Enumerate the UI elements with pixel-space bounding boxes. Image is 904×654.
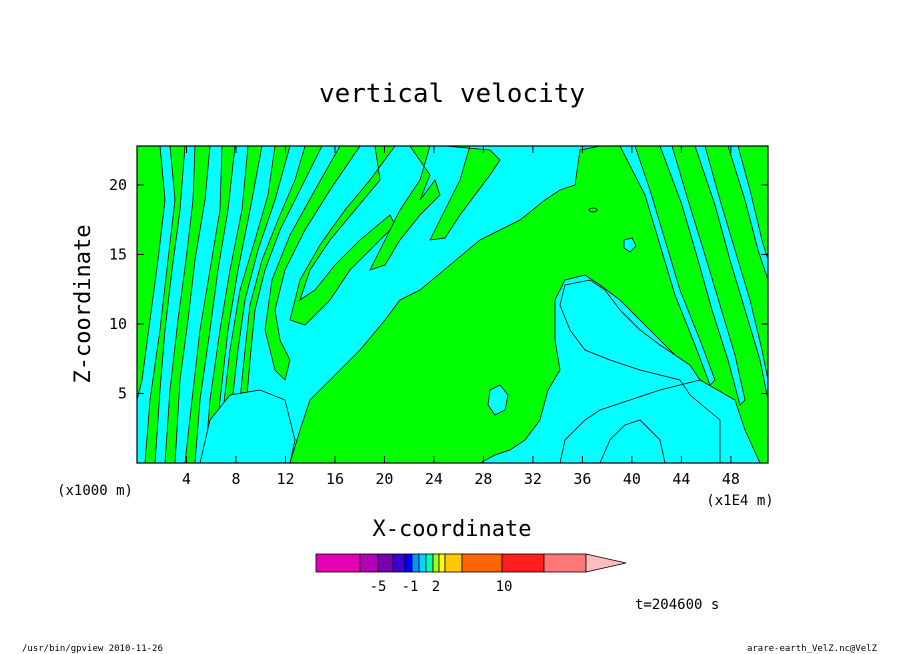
positive-region-central: [289, 146, 768, 463]
x-unit-left: (x1000 m): [57, 483, 133, 499]
streaks-right: [619, 146, 768, 406]
colorbar-labels: -5 -1 2 10: [370, 579, 513, 595]
x-tick-label: 44: [672, 470, 690, 488]
time-label: t=204600 s: [635, 597, 719, 613]
footer-right: arare-earth_VelZ.nc@VelZ: [747, 644, 878, 654]
colorbar-label: -1: [402, 579, 419, 595]
plot-frame: [136, 145, 769, 464]
negative-region-lower-left: [199, 389, 296, 463]
colorbar-segment: [425, 553, 434, 573]
y-tick-label: 5: [118, 384, 127, 402]
colorbar-segment: [543, 553, 587, 573]
colorbar-segment: [444, 553, 463, 573]
x-tick-label: 20: [375, 470, 393, 488]
x-tick-label: 40: [623, 470, 641, 488]
y-tick-label: 10: [109, 315, 127, 333]
x-unit-right: (x1E4 m): [706, 493, 773, 509]
x-tick-label: 16: [326, 470, 344, 488]
colorbar-extend-arrow: [585, 553, 627, 573]
y-tick-label: 20: [109, 176, 127, 194]
colorbar-segment: [418, 553, 427, 573]
plot-area: [137, 146, 768, 463]
small-bubble: [588, 207, 598, 213]
x-axis-label: X-coordinate: [373, 517, 532, 542]
chart-title: vertical velocity: [319, 79, 585, 109]
x-tick-label: 48: [722, 470, 740, 488]
y-tick-label: 15: [109, 245, 127, 263]
colorbar-segment: [404, 553, 413, 573]
colorbar-segment: [461, 553, 503, 573]
colorbar-segment: [411, 553, 420, 573]
colorbar-label: -5: [370, 579, 387, 595]
negative-region-right: [559, 279, 721, 463]
colorbar-segment: [438, 553, 446, 573]
footer-left: /usr/bin/gpview 2010-11-26: [22, 644, 163, 654]
y-axis: 5 10 15 20: [109, 176, 768, 402]
x-tick-label: 28: [474, 470, 492, 488]
streaks-left: [137, 146, 501, 463]
x-tick-label: 36: [573, 470, 591, 488]
colorbar-label: 2: [432, 579, 440, 595]
x-axis: 4 8 12 16 20 24 28 32 36 40 44 48: [182, 146, 740, 488]
colorbar-segment: [359, 553, 379, 573]
colorbar-segment: [432, 553, 440, 573]
x-tick-label: 12: [276, 470, 294, 488]
x-tick-label: 32: [524, 470, 542, 488]
colorbar-segment: [315, 553, 361, 573]
colorbar-segment: [392, 553, 406, 573]
colorbar-segment: [501, 553, 545, 573]
negative-hole-center: [487, 384, 509, 416]
colorbar: [315, 553, 627, 573]
x-tick-label: 8: [231, 470, 240, 488]
x-tick-label: 24: [425, 470, 443, 488]
colorbar-label: 10: [496, 579, 513, 595]
small-cyan-island: [623, 237, 637, 253]
x-tick-label: 4: [182, 470, 191, 488]
y-axis-label: Z-coordinate: [71, 225, 96, 384]
colorbar-segment: [377, 553, 394, 573]
